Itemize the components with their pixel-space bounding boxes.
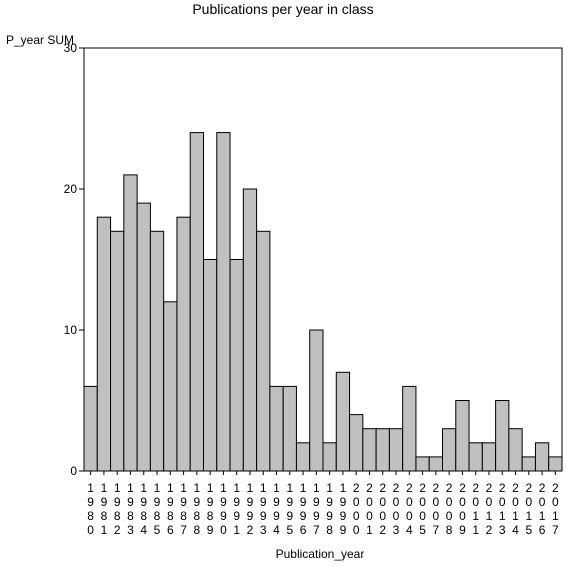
bar-1998 [322, 442, 337, 472]
bar-1996 [295, 442, 311, 472]
bar-1983 [123, 174, 138, 472]
y-axis-label: P_year SUM [6, 33, 74, 47]
bar-2011 [468, 442, 483, 472]
bar-2007 [428, 456, 444, 472]
bar-2000 [349, 414, 364, 472]
bar-1992 [242, 188, 258, 472]
x-tick-labels: 1 9 8 0 1 9 8 1 1 9 8 2 1 9 8 3 1 9 8 4 1 9 8 5 1 9 8 6 1 9 8 7 1 9 8 8 1 9 8 9… [87, 471, 559, 537]
y-tick-label: 0 [70, 464, 77, 478]
chart-title: Publications per year in class [192, 1, 373, 17]
bar-2008 [442, 428, 457, 472]
bar-1982 [110, 230, 125, 472]
bar-2015 [521, 456, 536, 472]
bar-2004 [402, 385, 417, 472]
bar-1985 [149, 230, 165, 472]
bar-1997 [309, 329, 324, 472]
bar-1984 [136, 202, 151, 472]
y-tick-label: 30 [64, 41, 78, 55]
bar-1987 [176, 216, 191, 472]
y-axis: 0 10 20 30 [64, 41, 84, 478]
bar-1980 [83, 385, 98, 472]
bar-1993 [256, 230, 271, 472]
bar-2014 [508, 428, 523, 472]
x-axis-label: Publication_year [276, 547, 365, 561]
bar-2016 [534, 442, 550, 472]
bar-1990 [216, 132, 231, 472]
bar-1999 [335, 371, 351, 472]
y-tick-label: 20 [64, 182, 78, 196]
bar-2012 [481, 442, 497, 472]
bar-1994 [269, 385, 284, 472]
bars [83, 132, 563, 472]
bar-2001 [362, 428, 377, 472]
bar-2017 [548, 456, 563, 472]
y-tick-label: 10 [64, 323, 78, 337]
bar-1986 [163, 301, 178, 472]
bar-1995 [282, 385, 297, 472]
bar-2013 [495, 400, 510, 472]
bar-1989 [203, 259, 218, 472]
bar-1981 [96, 216, 112, 472]
bar-2009 [455, 400, 470, 472]
bar-1991 [229, 259, 244, 472]
bar-2002 [375, 428, 390, 472]
bar-1988 [189, 132, 205, 472]
bar-2003 [388, 428, 404, 472]
bar-2005 [415, 456, 430, 472]
